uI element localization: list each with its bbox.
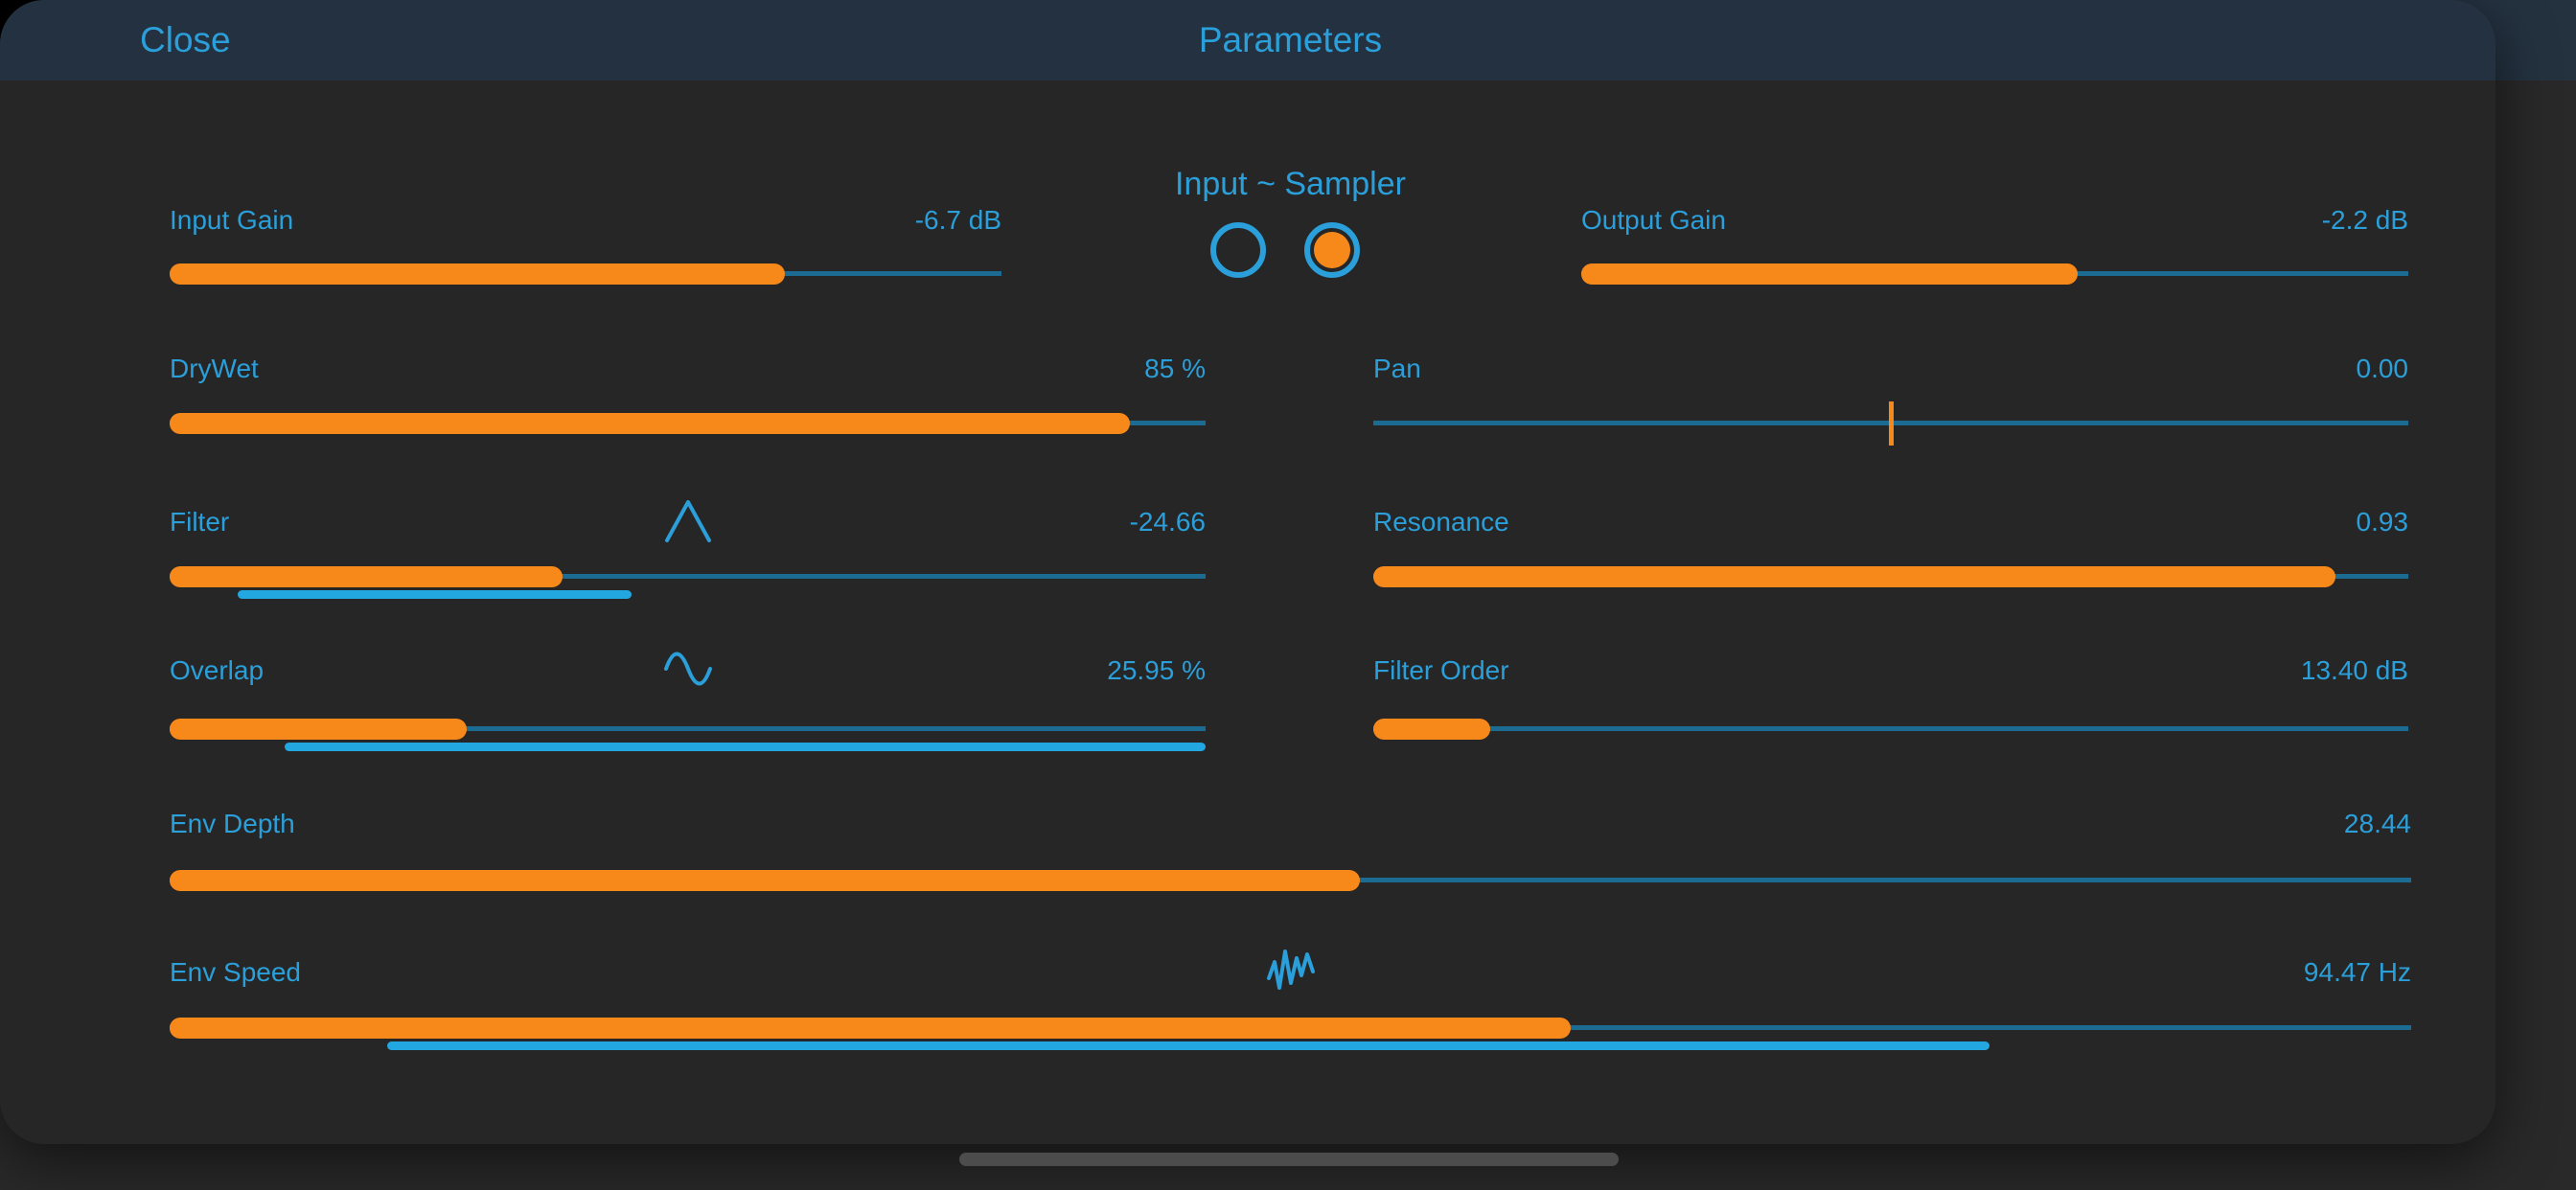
- slider-output-gain[interactable]: [1581, 263, 2408, 285]
- param-label-resonance: Resonance: [1373, 507, 1509, 537]
- slider-fill-overlap: [170, 719, 468, 740]
- slider-overlap[interactable]: [170, 719, 1206, 740]
- param-value-input-gain: -6.7 dB: [914, 205, 1001, 235]
- slider-track-line: [170, 726, 1206, 731]
- page-dots: [1210, 222, 1360, 278]
- slider-fill-input-gain: [170, 263, 786, 285]
- slider-resonance[interactable]: [1373, 566, 2408, 587]
- param-value-env-speed: 94.47 Hz: [2303, 957, 2411, 987]
- page-title: Parameters: [1198, 20, 1383, 59]
- center-tick-pan: [1888, 401, 1894, 446]
- slider-fill-env-depth: [170, 870, 1360, 891]
- slider-input-gain[interactable]: [170, 263, 1001, 285]
- param-value-overlap: 25.95 %: [1107, 655, 1206, 685]
- param-value-drywet: 85 %: [1144, 354, 1206, 383]
- page-dot-fill: [1314, 232, 1350, 268]
- param-value-env-depth: 28.44: [2343, 809, 2411, 838]
- page-dot-1[interactable]: [1210, 222, 1266, 278]
- page-dot-2[interactable]: [1304, 222, 1360, 278]
- param-label-pan: Pan: [1373, 354, 1421, 383]
- slider-fill-env-speed: [170, 1018, 1571, 1039]
- param-label-output-gain: Output Gain: [1581, 205, 1726, 235]
- close-button[interactable]: Close: [140, 20, 231, 59]
- slider-track-line: [170, 574, 1206, 579]
- param-label-filter: Filter: [170, 507, 230, 537]
- param-value-resonance: 0.93: [2356, 507, 2409, 537]
- slider-drywet[interactable]: [170, 413, 1206, 434]
- slider-track-line: [1373, 726, 2408, 731]
- mod-line-filter: [238, 590, 632, 599]
- slider-fill-filter: [170, 566, 563, 587]
- home-indicator[interactable]: [959, 1153, 1619, 1166]
- slider-pan[interactable]: [1373, 401, 2408, 446]
- param-value-pan: 0.00: [2356, 354, 2409, 383]
- parameters-panel: Close Parameters Input ~ Sampler Input G…: [0, 0, 2496, 1050]
- sine-wave-icon: [663, 652, 712, 686]
- panel-topbar: Close Parameters: [0, 0, 2496, 80]
- slider-env-speed[interactable]: [170, 1018, 2411, 1039]
- random-wave-icon: [1266, 950, 1315, 990]
- plugin-route-label: Input ~ Sampler: [1175, 166, 1406, 202]
- slider-fill-drywet: [170, 413, 1131, 434]
- mod-line-overlap: [284, 743, 1206, 751]
- triangle-wave-icon: [664, 500, 711, 542]
- param-label-drywet: DryWet: [170, 354, 259, 383]
- slider-filter-order[interactable]: [1373, 719, 2408, 740]
- param-label-env-speed: Env Speed: [170, 957, 301, 987]
- param-label-env-depth: Env Depth: [170, 809, 295, 838]
- mod-line-env-speed: [386, 1041, 1990, 1050]
- slider-filter[interactable]: [170, 566, 1206, 587]
- slider-fill-output-gain: [1581, 263, 2078, 285]
- param-value-filter-order: 13.40 dB: [2300, 655, 2408, 685]
- slider-env-depth[interactable]: [170, 870, 2411, 891]
- slider-fill-filter-order: [1373, 719, 1491, 740]
- param-label-filter-order: Filter Order: [1373, 655, 1509, 685]
- param-label-input-gain: Input Gain: [170, 205, 294, 235]
- param-label-overlap: Overlap: [170, 655, 264, 685]
- param-value-output-gain: -2.2 dB: [2321, 205, 2408, 235]
- param-value-filter: -24.66: [1129, 507, 1206, 537]
- slider-fill-resonance: [1373, 566, 2336, 587]
